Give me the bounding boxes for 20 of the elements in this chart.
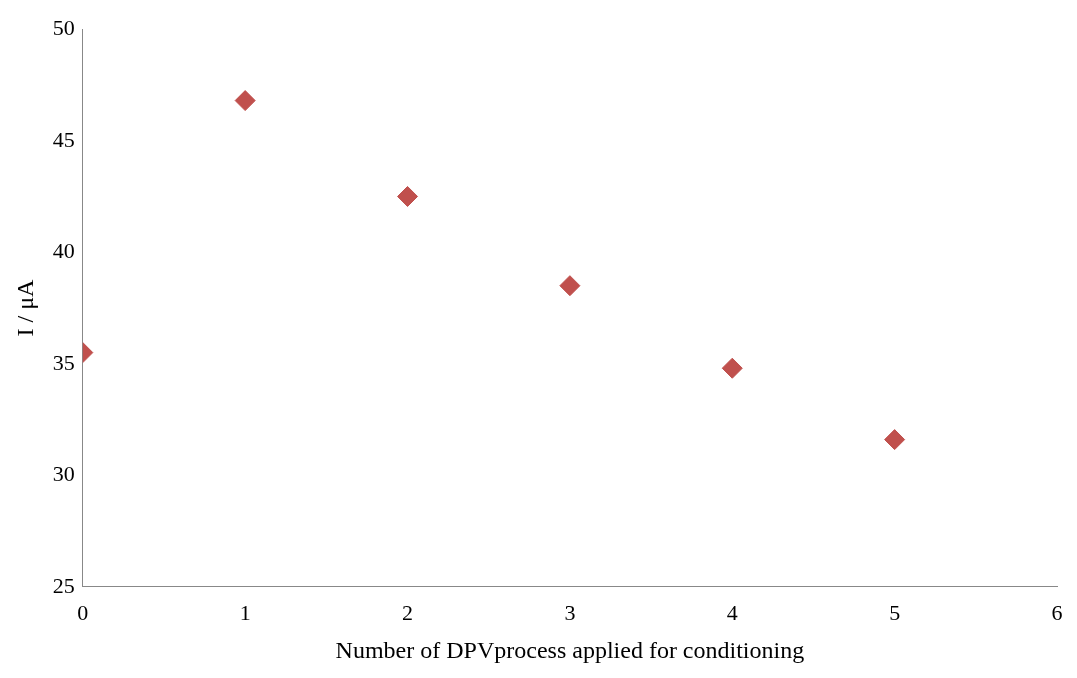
y-tick-label: 45 (52, 126, 75, 152)
x-tick-label: 0 (77, 599, 89, 625)
point (397, 185, 419, 207)
x-tick-label: 6 (1051, 599, 1063, 625)
point (884, 429, 906, 451)
point (234, 90, 256, 112)
y-tick-label: 40 (52, 238, 75, 264)
y-tick-label: 35 (52, 349, 75, 375)
x-axis-title: Number of DPVprocess applied for conditioning (335, 636, 805, 663)
point (559, 275, 581, 297)
y-tick-label: 30 (52, 461, 75, 487)
y-tick-label: 25 (52, 572, 75, 598)
x-tick-label: 1 (239, 599, 251, 625)
x-tick-label: 5 (889, 599, 901, 625)
y-tick-label: 50 (52, 14, 75, 40)
point (721, 357, 743, 379)
x-tick-label: 4 (726, 599, 738, 625)
x-tick-label: 2 (402, 599, 414, 625)
y-axis-title: I / μA (11, 278, 38, 337)
x-tick-label: 3 (564, 599, 576, 625)
